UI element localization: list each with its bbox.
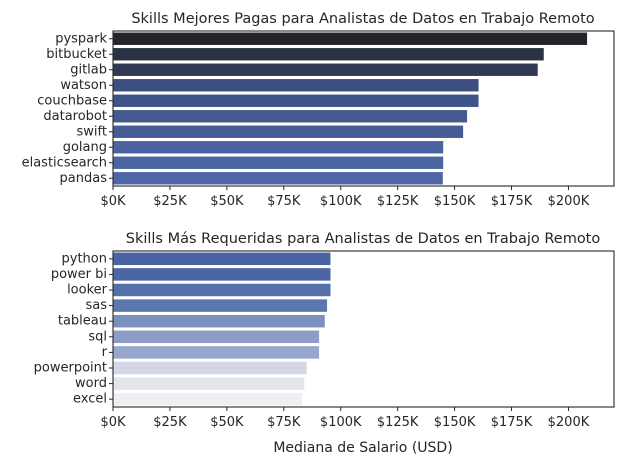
- top-chart-y-tick-label: elasticsearch: [22, 155, 107, 170]
- top-chart-frame: [112, 30, 615, 187]
- bottom-chart-x-tick-label: $50K: [210, 415, 244, 430]
- bottom-chart-x-tick-label: $25K: [153, 415, 187, 430]
- top-chart-bars: [113, 32, 588, 185]
- top-chart-y-tick-label: golang: [63, 140, 107, 155]
- top-chart-x-tick-label: $75K: [267, 194, 301, 209]
- bottom-chart-x-ticks: $0K $25K $50K $75K $100K $125K $150K $175K $200K: [100, 407, 590, 430]
- top-chart-x-tick-label: $150K: [434, 194, 476, 209]
- bottom-chart-frame: [112, 250, 615, 408]
- bottom-chart-x-tick-label: $100K: [320, 415, 362, 430]
- bottom-chart-bar-r: [113, 346, 320, 359]
- top-chart-panel: Skills Mejores Pagas para Analistas de D…: [22, 11, 615, 209]
- bottom-chart-bar-looker: [113, 283, 331, 297]
- top-chart-x-tick-label: $175K: [491, 194, 533, 209]
- top-chart-title: Skills Mejores Pagas para Analistas de D…: [131, 11, 594, 27]
- bottom-chart-bar-excel: [113, 392, 303, 406]
- bottom-chart-bar-power-bi: [113, 268, 331, 281]
- top-chart-x-tick-label: $100K: [320, 194, 362, 209]
- top-chart-x-ticks: $0K $25K $50K $75K $100K $125K $150K $175K $200K: [100, 186, 590, 209]
- top-chart-bar-pyspark: [113, 32, 588, 45]
- bottom-chart-title: Skills Más Requeridas para Analistas de …: [126, 231, 601, 247]
- bottom-chart-x-tick-label: $200K: [548, 415, 590, 430]
- bottom-chart-bar-sql: [113, 330, 320, 344]
- bottom-chart-x-tick-label: $175K: [491, 415, 533, 430]
- bottom-chart-bar-powerpoint: [113, 361, 307, 375]
- top-chart-y-tick-label: bitbucket: [46, 47, 107, 62]
- top-chart-x-tick-label: $25K: [153, 194, 187, 209]
- bottom-chart-y-tick-label: power bi: [51, 267, 107, 282]
- top-chart-y-tick-label: swift: [77, 124, 107, 139]
- top-chart-y-tick-label: gitlab: [70, 62, 107, 77]
- bottom-chart-bar-python: [113, 252, 331, 266]
- top-chart-bar-pandas: [113, 172, 443, 185]
- bottom-chart-bars: [113, 252, 331, 406]
- bottom-chart-x-tick-label: $125K: [377, 415, 419, 430]
- bottom-chart-bar-word: [113, 377, 305, 390]
- bottom-chart-y-tick-label: tableau: [58, 314, 107, 329]
- top-chart-y-tick-label: pandas: [60, 171, 108, 186]
- top-chart-y-tick-label: couchbase: [37, 93, 107, 108]
- top-chart-bar-bitbucket: [113, 48, 544, 61]
- bottom-chart-y-tick-label: python: [62, 251, 107, 266]
- top-chart-y-ticks: pysparkbitbucketgitlabwatsoncouchbasedat…: [22, 31, 113, 186]
- top-chart-bar-couchbase: [113, 94, 479, 107]
- top-chart-bar-elasticsearch: [113, 156, 444, 169]
- bottom-chart-y-tick-label: excel: [73, 392, 107, 407]
- top-chart-bar-swift: [113, 125, 464, 138]
- top-chart-bar-watson: [113, 79, 479, 92]
- bottom-chart-x-tick-label: $75K: [267, 415, 301, 430]
- top-chart-y-tick-label: pyspark: [55, 31, 107, 46]
- top-chart-bar-golang: [113, 141, 444, 154]
- top-chart-y-tick-label: watson: [60, 78, 107, 93]
- bottom-chart-y-tick-label: sql: [88, 329, 107, 344]
- top-chart-x-tick-label: $0K: [100, 194, 126, 209]
- top-chart-x-tick-label: $200K: [548, 194, 590, 209]
- top-chart-bar-gitlab: [113, 63, 538, 76]
- bottom-chart-x-tick-label: $0K: [100, 415, 126, 430]
- bottom-chart-bar-tableau: [113, 314, 325, 328]
- bottom-chart-y-tick-label: powerpoint: [34, 361, 107, 376]
- bottom-chart-panel: Skills Más Requeridas para Analistas de …: [34, 231, 615, 456]
- bottom-chart-bar-sas: [113, 299, 328, 312]
- bottom-chart-y-tick-label: word: [75, 376, 107, 391]
- bottom-chart-x-axis-label: Mediana de Salario (USD): [273, 440, 452, 456]
- bottom-chart-y-tick-label: looker: [67, 283, 108, 298]
- bottom-chart-x-tick-label: $150K: [434, 415, 476, 430]
- top-chart-x-tick-label: $50K: [210, 194, 244, 209]
- top-chart-x-tick-label: $125K: [377, 194, 419, 209]
- top-chart-bar-datarobot: [113, 110, 468, 123]
- bottom-chart-y-tick-label: sas: [85, 298, 107, 313]
- bottom-chart-y-tick-label: r: [102, 345, 108, 360]
- top-chart-y-tick-label: datarobot: [43, 109, 107, 124]
